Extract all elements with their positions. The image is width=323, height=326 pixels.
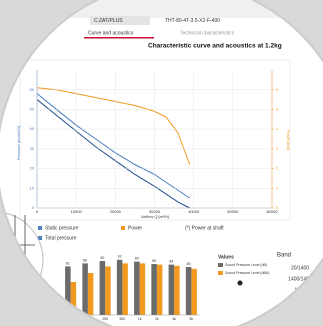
diagram-label: L2 bbox=[8, 284, 14, 290]
bar bbox=[156, 264, 163, 315]
bar bbox=[191, 268, 197, 315]
model: C.ZAT/PLUS bbox=[94, 18, 123, 24]
x-tick-label: 60000 bbox=[266, 209, 278, 214]
table-cell: 20/1400 bbox=[291, 265, 309, 271]
x-tick-label: 30000 bbox=[149, 209, 161, 214]
table-cell: 836 bbox=[296, 298, 305, 304]
bar-label: 85 bbox=[152, 259, 156, 263]
x-tick-label: 2k bbox=[155, 317, 159, 321]
y-axis-label: Pressure [mmH2O] bbox=[16, 126, 21, 160]
series-line bbox=[36, 99, 190, 209]
y2-tick-label: 4 bbox=[276, 126, 279, 131]
top-bar bbox=[60, 0, 323, 18]
y2-tick-label: 1 bbox=[276, 185, 279, 190]
x-tick-label: 10000 bbox=[71, 209, 83, 214]
y2-axis-label: Power [kW] bbox=[286, 130, 291, 150]
x-tick-label: 40000 bbox=[188, 209, 200, 214]
legend-label: Sound Pressure Level (dB) bbox=[225, 263, 267, 267]
table-header: Band bbox=[277, 253, 291, 259]
bar bbox=[134, 261, 140, 315]
series-line bbox=[36, 87, 191, 165]
tab[interactable]: Technical characteristics bbox=[180, 30, 235, 36]
y-tick-label: 0 bbox=[32, 205, 35, 210]
x-tick-label: 0 bbox=[36, 209, 39, 214]
bar-label: 92 bbox=[118, 255, 122, 259]
y2-tick-label: 0 bbox=[276, 205, 279, 210]
x-tick-label: 4k bbox=[172, 317, 176, 321]
bar-label: 90 bbox=[100, 256, 104, 260]
y2-tick-label: 5 bbox=[276, 106, 279, 111]
legend-label: Sound Pressure Level (dBA) bbox=[225, 271, 269, 275]
checkbox[interactable] bbox=[38, 236, 42, 240]
select[interactable] bbox=[90, 16, 150, 25]
bar bbox=[99, 261, 106, 315]
y-tick-label: 40 bbox=[30, 126, 35, 131]
table-cell: 840/480 bbox=[291, 309, 309, 315]
diagram-label: L3 bbox=[20, 284, 26, 290]
code: THT-80-4T-3.5-X2-F-400 bbox=[165, 18, 220, 24]
legend-label: Power bbox=[128, 225, 143, 231]
legend-swatch bbox=[218, 271, 223, 275]
bar-label: 80 bbox=[187, 262, 191, 266]
series-line bbox=[36, 93, 191, 199]
y-tick-label: 10 bbox=[30, 185, 35, 190]
chart-frame bbox=[19, 59, 291, 221]
page-title: Characteristic curve and acoustics at 1.… bbox=[148, 43, 282, 50]
y-tick-label: 50 bbox=[30, 106, 35, 111]
bar bbox=[185, 267, 192, 315]
y2-tick-label: 6 bbox=[276, 87, 279, 92]
y-tick-label: 60 bbox=[30, 87, 35, 92]
bar bbox=[70, 282, 77, 315]
bar bbox=[116, 259, 123, 315]
y-tick-label: 30 bbox=[30, 146, 35, 151]
bar bbox=[122, 263, 128, 315]
y2-tick-label: 3 bbox=[276, 146, 279, 151]
bar bbox=[65, 266, 71, 315]
x-tick-label: 20000 bbox=[110, 209, 122, 214]
bar bbox=[139, 263, 146, 315]
bar-label: 81 bbox=[66, 261, 70, 265]
footnote: (*) Power at shaft bbox=[185, 225, 224, 231]
x-tick-label: 1k bbox=[138, 317, 142, 321]
bar-label: 84 bbox=[169, 260, 173, 264]
bar bbox=[168, 264, 175, 315]
y-tick-label: 20 bbox=[30, 166, 35, 171]
x-axis-label: Airflow Q [m³/h] bbox=[141, 214, 169, 219]
table-cell: 840/1400 bbox=[290, 320, 311, 326]
bar bbox=[82, 263, 88, 315]
table-cell: 1400/1400 bbox=[288, 276, 312, 282]
x-tick-label: 250 bbox=[102, 317, 108, 321]
tab-underline bbox=[84, 37, 154, 39]
y2-tick-label: 2 bbox=[276, 166, 279, 171]
x-tick-label: 125 bbox=[85, 317, 91, 321]
bar bbox=[87, 273, 94, 315]
legend-label: Total pressure bbox=[45, 235, 77, 241]
checkbox[interactable] bbox=[121, 226, 125, 230]
bar bbox=[151, 264, 157, 315]
legend-label: Static pressure bbox=[45, 225, 79, 231]
checkbox[interactable] bbox=[38, 226, 42, 230]
bar-label: 86 bbox=[83, 258, 87, 262]
bar bbox=[174, 265, 180, 315]
x-tick-label: 8k bbox=[190, 317, 194, 321]
bar-legend-title: Values bbox=[218, 254, 234, 260]
cursor-dot bbox=[237, 280, 243, 286]
x-tick-label: 500 bbox=[119, 317, 125, 321]
x-tick-label: 63 bbox=[69, 317, 73, 321]
x-tick-label: 50000 bbox=[227, 209, 239, 214]
tab[interactable]: Curve and acoustics bbox=[88, 30, 134, 36]
bar-label: 89 bbox=[135, 257, 139, 261]
legend-swatch bbox=[218, 263, 223, 267]
bar bbox=[105, 266, 111, 315]
